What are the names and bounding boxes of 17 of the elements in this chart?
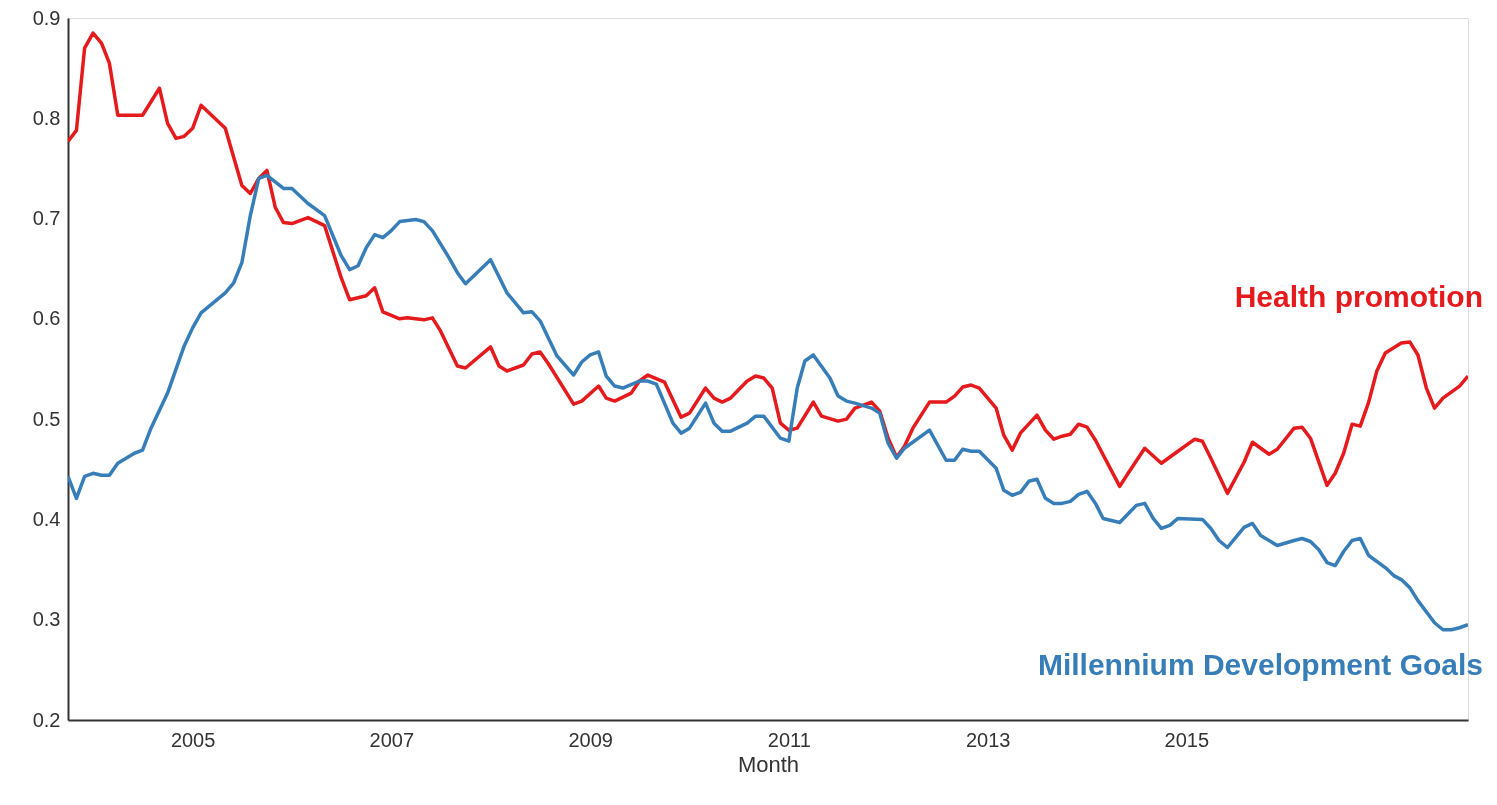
y-tick-label: 0.3 — [32, 608, 61, 631]
y-tick-label: 0.6 — [32, 307, 61, 330]
y-tick-label: 0.2 — [32, 708, 61, 731]
y-tick-label: 0.5 — [32, 407, 61, 430]
x-tick-label: 2015 — [1164, 728, 1210, 751]
y-tick-label: 0.4 — [32, 507, 61, 530]
x-tick-label: 2005 — [170, 728, 216, 751]
y-tick-label: 0.9 — [32, 6, 61, 29]
x-tick-label: 2011 — [767, 728, 811, 751]
x-axis-title: Month — [737, 751, 800, 777]
y-tick-label: 0.8 — [32, 106, 61, 129]
x-tick-label: 2013 — [965, 728, 1011, 751]
text: Health promotion — [1234, 280, 1483, 313]
y-tick-label: 0.7 — [32, 207, 61, 230]
series-label: Millennium Development Goals — [1037, 648, 1483, 681]
x-tick-label: 2009 — [568, 728, 613, 751]
x-tick-label: 2007 — [369, 728, 415, 751]
